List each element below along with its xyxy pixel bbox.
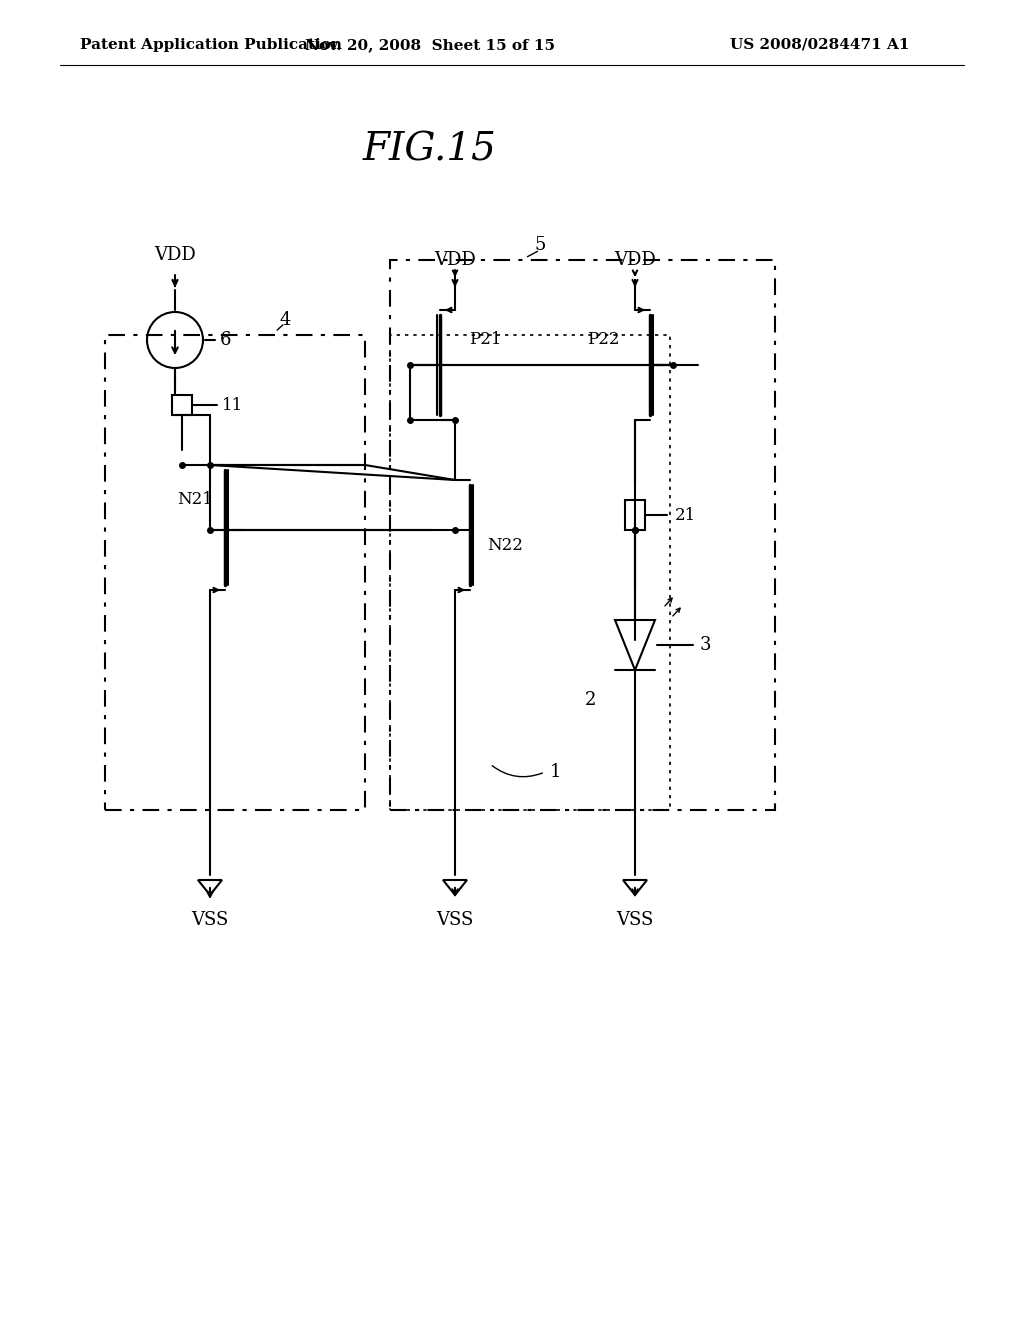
Text: VSS: VSS [616,911,653,929]
Text: VDD: VDD [434,251,476,269]
Text: VSS: VSS [436,911,474,929]
Text: 11: 11 [222,396,244,413]
Text: 1: 1 [549,763,561,781]
Text: 4: 4 [280,312,291,329]
Text: 2: 2 [585,690,596,709]
Text: 3: 3 [700,636,712,653]
Text: VDD: VDD [155,246,196,264]
Text: 21: 21 [675,507,696,524]
Text: N22: N22 [487,536,523,553]
Text: VDD: VDD [614,251,656,269]
Text: N21: N21 [177,491,213,508]
Text: Patent Application Publication: Patent Application Publication [80,38,342,51]
Text: Nov. 20, 2008  Sheet 15 of 15: Nov. 20, 2008 Sheet 15 of 15 [305,38,555,51]
Text: US 2008/0284471 A1: US 2008/0284471 A1 [730,38,909,51]
Text: FIG.15: FIG.15 [364,132,497,169]
Text: P21: P21 [469,331,502,348]
Text: 6: 6 [220,331,231,348]
Text: P22: P22 [587,331,620,348]
Text: VSS: VSS [191,911,228,929]
Text: 5: 5 [535,236,546,253]
